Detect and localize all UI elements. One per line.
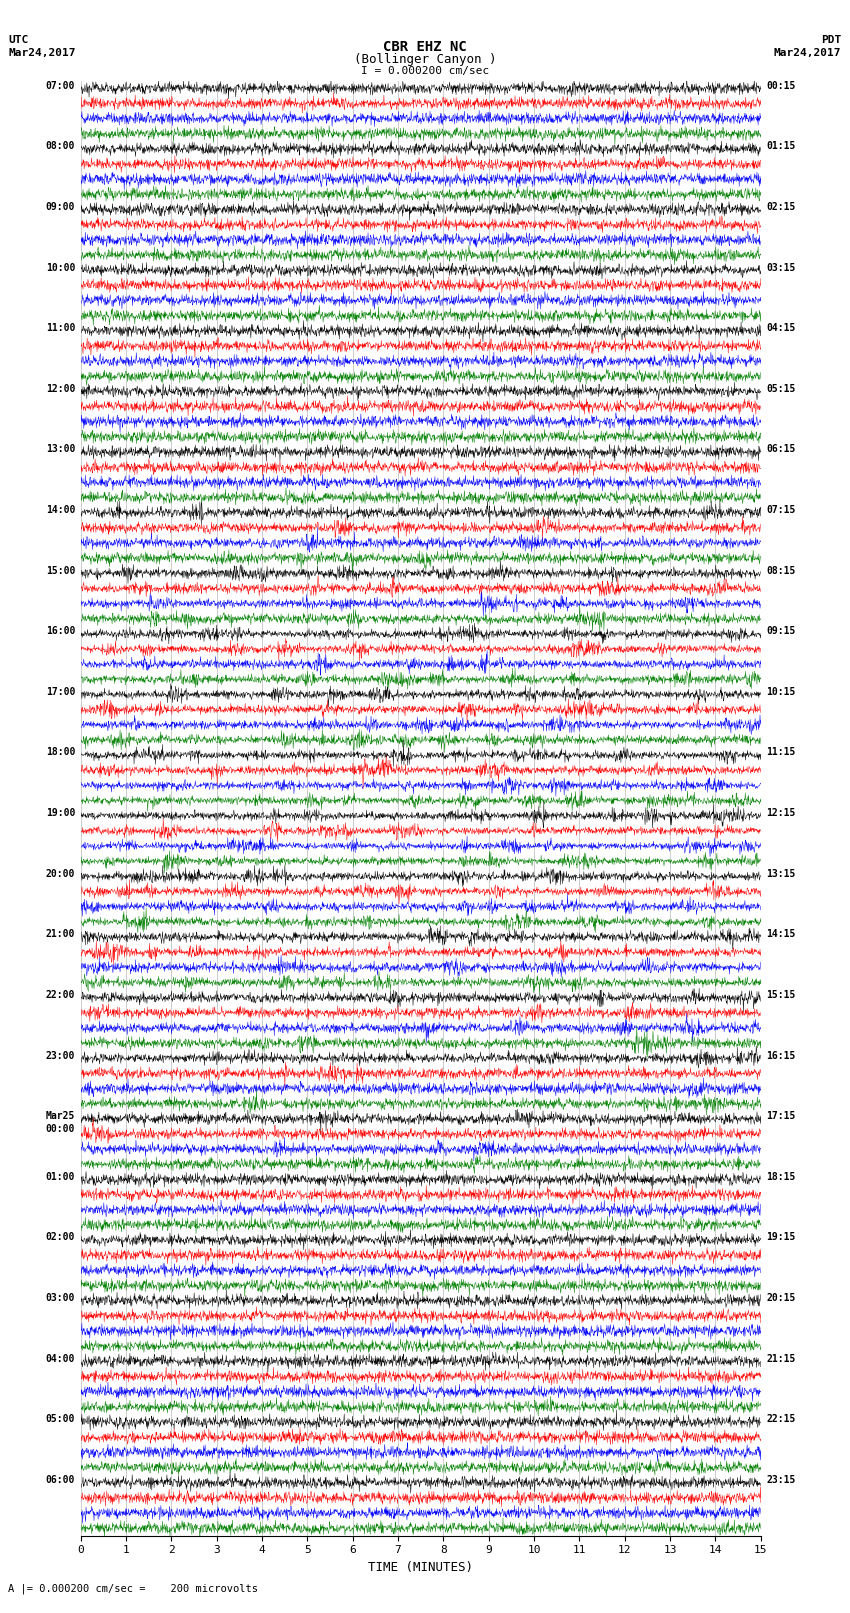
Text: 10:00: 10:00 <box>46 263 75 273</box>
Text: 19:15: 19:15 <box>767 1232 796 1242</box>
Text: 09:00: 09:00 <box>46 202 75 211</box>
Text: 03:15: 03:15 <box>767 263 796 273</box>
Text: Mar25: Mar25 <box>46 1111 75 1121</box>
Text: 09:15: 09:15 <box>767 626 796 636</box>
Text: Mar24,2017: Mar24,2017 <box>774 48 842 58</box>
Text: 21:15: 21:15 <box>767 1353 796 1363</box>
Text: 16:00: 16:00 <box>46 626 75 636</box>
Text: 00:15: 00:15 <box>767 81 796 90</box>
Text: 11:15: 11:15 <box>767 747 796 758</box>
Text: 17:00: 17:00 <box>46 687 75 697</box>
Text: 07:15: 07:15 <box>767 505 796 515</box>
Text: 17:15: 17:15 <box>767 1111 796 1121</box>
Text: 06:00: 06:00 <box>46 1474 75 1486</box>
Text: 06:15: 06:15 <box>767 444 796 455</box>
Text: I = 0.000200 cm/sec: I = 0.000200 cm/sec <box>361 66 489 76</box>
Text: 05:15: 05:15 <box>767 384 796 394</box>
Text: 01:00: 01:00 <box>46 1171 75 1182</box>
Text: 20:15: 20:15 <box>767 1294 796 1303</box>
Text: 03:00: 03:00 <box>46 1294 75 1303</box>
Text: 20:00: 20:00 <box>46 869 75 879</box>
Text: 01:15: 01:15 <box>767 142 796 152</box>
Text: 12:15: 12:15 <box>767 808 796 818</box>
Text: 08:00: 08:00 <box>46 142 75 152</box>
Text: UTC: UTC <box>8 35 29 45</box>
Text: 15:15: 15:15 <box>767 990 796 1000</box>
Text: Mar24,2017: Mar24,2017 <box>8 48 76 58</box>
Text: 04:15: 04:15 <box>767 323 796 334</box>
Text: 08:15: 08:15 <box>767 566 796 576</box>
Text: 13:15: 13:15 <box>767 869 796 879</box>
Text: CBR EHZ NC: CBR EHZ NC <box>383 40 467 55</box>
Text: 18:00: 18:00 <box>46 747 75 758</box>
Text: 18:15: 18:15 <box>767 1171 796 1182</box>
Text: PDT: PDT <box>821 35 842 45</box>
Text: 11:00: 11:00 <box>46 323 75 334</box>
Text: 04:00: 04:00 <box>46 1353 75 1363</box>
Text: 00:00: 00:00 <box>46 1124 75 1134</box>
Text: 21:00: 21:00 <box>46 929 75 939</box>
Text: 14:15: 14:15 <box>767 929 796 939</box>
Text: 13:00: 13:00 <box>46 444 75 455</box>
Text: 10:15: 10:15 <box>767 687 796 697</box>
Text: 12:00: 12:00 <box>46 384 75 394</box>
Text: 23:00: 23:00 <box>46 1050 75 1061</box>
Text: 07:00: 07:00 <box>46 81 75 90</box>
Text: 14:00: 14:00 <box>46 505 75 515</box>
Text: (Bollinger Canyon ): (Bollinger Canyon ) <box>354 53 496 66</box>
Text: 23:15: 23:15 <box>767 1474 796 1486</box>
Text: 05:00: 05:00 <box>46 1415 75 1424</box>
Text: 19:00: 19:00 <box>46 808 75 818</box>
X-axis label: TIME (MINUTES): TIME (MINUTES) <box>368 1561 473 1574</box>
Text: 15:00: 15:00 <box>46 566 75 576</box>
Text: 02:15: 02:15 <box>767 202 796 211</box>
Text: A |= 0.000200 cm/sec =    200 microvolts: A |= 0.000200 cm/sec = 200 microvolts <box>8 1582 258 1594</box>
Text: 22:00: 22:00 <box>46 990 75 1000</box>
Text: 02:00: 02:00 <box>46 1232 75 1242</box>
Text: 16:15: 16:15 <box>767 1050 796 1061</box>
Text: 22:15: 22:15 <box>767 1415 796 1424</box>
